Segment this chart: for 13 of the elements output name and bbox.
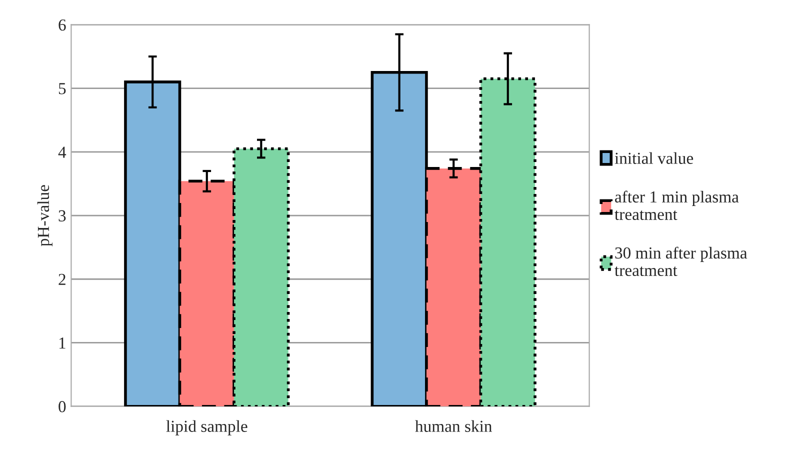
y-tick-label: 6 xyxy=(58,19,66,31)
y-tick-label: 4 xyxy=(58,146,66,158)
x-tick-label: lipid sample xyxy=(166,420,248,436)
y-axis-title: pH-value xyxy=(37,185,52,246)
legend-label: 30 min after plasma treatment xyxy=(614,246,748,276)
y-tick-label: 2 xyxy=(58,274,66,285)
y-tick-label: 1 xyxy=(59,338,66,349)
y-tick-label: 5 xyxy=(58,83,66,94)
legend-label: after 1 min plasma treatment xyxy=(614,190,739,220)
y-tick-label: 0 xyxy=(58,401,66,412)
legend-label: initial value xyxy=(614,152,694,164)
x-tick-label: human skin xyxy=(415,420,492,432)
y-tick-label: 3 xyxy=(58,210,66,222)
